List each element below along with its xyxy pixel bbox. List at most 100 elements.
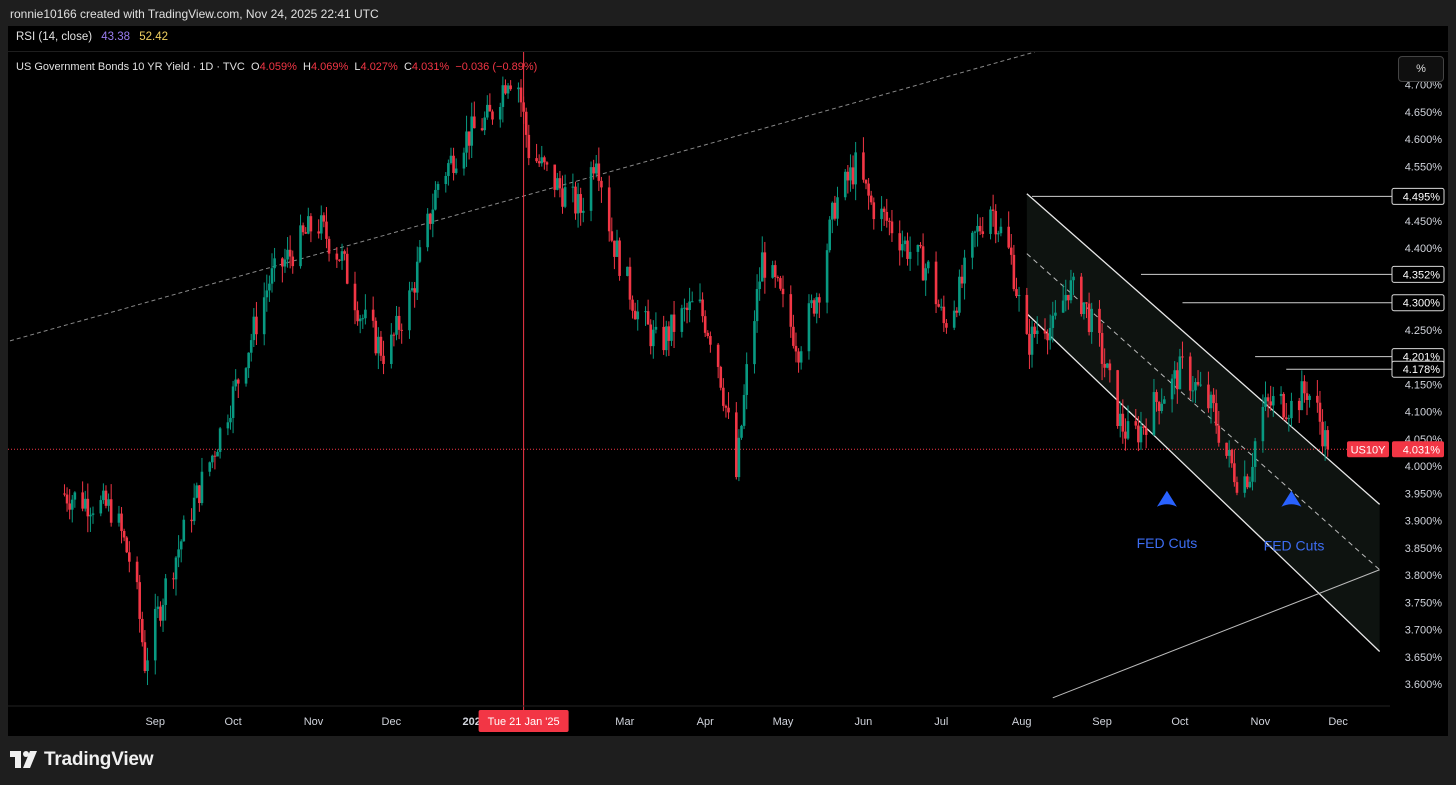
candle-body xyxy=(758,281,761,290)
candle-body xyxy=(794,345,798,352)
low-label: L xyxy=(354,61,361,73)
candle-body xyxy=(613,240,616,257)
candle-body xyxy=(828,219,831,251)
y-tick-label: 4.150% xyxy=(1405,379,1443,391)
price-chart[interactable]: FED Cuts FED Cuts 4.700% 4.650% 4.600% 4.550… xyxy=(8,52,1448,736)
candle-body xyxy=(812,300,816,314)
candle-body xyxy=(1230,450,1234,464)
percent-scale-button[interactable]: % xyxy=(1398,56,1444,82)
candle-body xyxy=(1308,395,1311,400)
channel-middle-line xyxy=(1026,253,1380,571)
candle-body xyxy=(1124,431,1127,439)
candle-body xyxy=(633,310,637,320)
candle-body xyxy=(436,184,440,190)
candle-body xyxy=(924,268,927,281)
candle-body xyxy=(229,417,232,423)
candle-body xyxy=(68,503,71,510)
y-tick-label: 4.250% xyxy=(1405,325,1443,337)
candle-body xyxy=(483,117,486,131)
candle-body xyxy=(690,301,694,303)
candle-body xyxy=(1181,356,1184,358)
candle-body xyxy=(799,351,803,363)
candle-body xyxy=(688,301,691,311)
candle-body xyxy=(1225,442,1228,456)
candle-body xyxy=(776,277,780,279)
candle-body xyxy=(706,332,710,337)
candle-body xyxy=(1199,384,1202,386)
candle-body xyxy=(70,499,74,510)
candle-body xyxy=(1251,466,1254,482)
rsi-pane[interactable]: RSI (14, close) 43.38 52.42 xyxy=(8,26,1448,51)
candle-body xyxy=(952,310,956,328)
candle-body xyxy=(358,318,362,322)
candle-body xyxy=(810,300,813,304)
price-chart-panel[interactable]: FED Cuts FED Cuts 4.700% 4.650% 4.600% 4.550… xyxy=(8,52,1448,736)
price-label-text: 4.300% xyxy=(1403,298,1441,310)
candle-body xyxy=(742,394,746,426)
annotation-fed-cuts-0: FED Cuts xyxy=(1137,535,1198,551)
candle-body xyxy=(434,189,437,210)
footer-bar: TradingView xyxy=(0,736,1456,785)
candle-body xyxy=(281,258,284,267)
candle-body xyxy=(654,326,658,330)
x-tick-label: 202 xyxy=(463,716,481,728)
candle-body xyxy=(1212,394,1215,404)
candle-body xyxy=(1175,370,1179,390)
candle-body xyxy=(418,247,422,262)
candle-body xyxy=(286,249,289,260)
candle-body xyxy=(1269,401,1272,406)
candle-body xyxy=(906,240,909,259)
candle-body xyxy=(1126,421,1130,439)
candle-body xyxy=(1061,300,1065,313)
candle-body xyxy=(291,256,295,267)
price-label-text: 4.201% xyxy=(1403,352,1441,364)
tradingview-logo[interactable]: TradingView xyxy=(10,749,154,771)
y-tick-label: 4.450% xyxy=(1405,216,1443,228)
candle-body xyxy=(211,455,214,463)
candle-body xyxy=(1264,397,1267,407)
candle-body xyxy=(231,386,235,418)
candle-body xyxy=(755,289,759,322)
candle-body xyxy=(299,225,302,267)
x-tick-label: Dec xyxy=(382,716,402,728)
candle-body xyxy=(428,213,432,224)
candle-body xyxy=(431,209,435,224)
candle-body xyxy=(415,261,419,293)
candle-body xyxy=(125,537,129,553)
candle-body xyxy=(177,549,180,558)
candle-body xyxy=(1279,393,1283,397)
rsi-ma-value: 52.42 xyxy=(139,31,169,43)
current-symbol-tag xyxy=(1347,441,1389,458)
candle-body xyxy=(128,552,131,562)
candle-body xyxy=(989,209,992,234)
candle-body xyxy=(797,351,800,363)
candle-body xyxy=(779,278,782,289)
candle-body xyxy=(934,261,938,305)
price-label-box xyxy=(1391,294,1445,312)
candle-body xyxy=(1253,441,1257,467)
candle-body xyxy=(1194,382,1197,391)
candle-body xyxy=(408,290,411,331)
candle-body xyxy=(680,308,684,332)
candle-body xyxy=(976,225,979,232)
candle-body xyxy=(903,240,907,245)
candle-body xyxy=(1139,426,1143,443)
tradingview-logo-icon xyxy=(10,751,37,768)
candle-body xyxy=(908,251,912,259)
candle-body xyxy=(262,297,266,335)
candle-body xyxy=(156,606,160,609)
candle-body xyxy=(1116,370,1119,426)
candle-body xyxy=(1287,418,1291,420)
candle-body xyxy=(504,85,507,94)
candle-body xyxy=(618,240,621,276)
candle-body xyxy=(153,608,157,661)
x-tick-label: Oct xyxy=(1171,716,1188,728)
candle-body xyxy=(997,233,1000,235)
candle-body xyxy=(652,329,655,347)
candle-body xyxy=(939,306,943,308)
candle-body xyxy=(317,231,320,234)
candle-body xyxy=(833,202,837,219)
candle-body xyxy=(1080,276,1083,314)
candle-body xyxy=(216,451,219,457)
candle-body xyxy=(270,268,274,284)
